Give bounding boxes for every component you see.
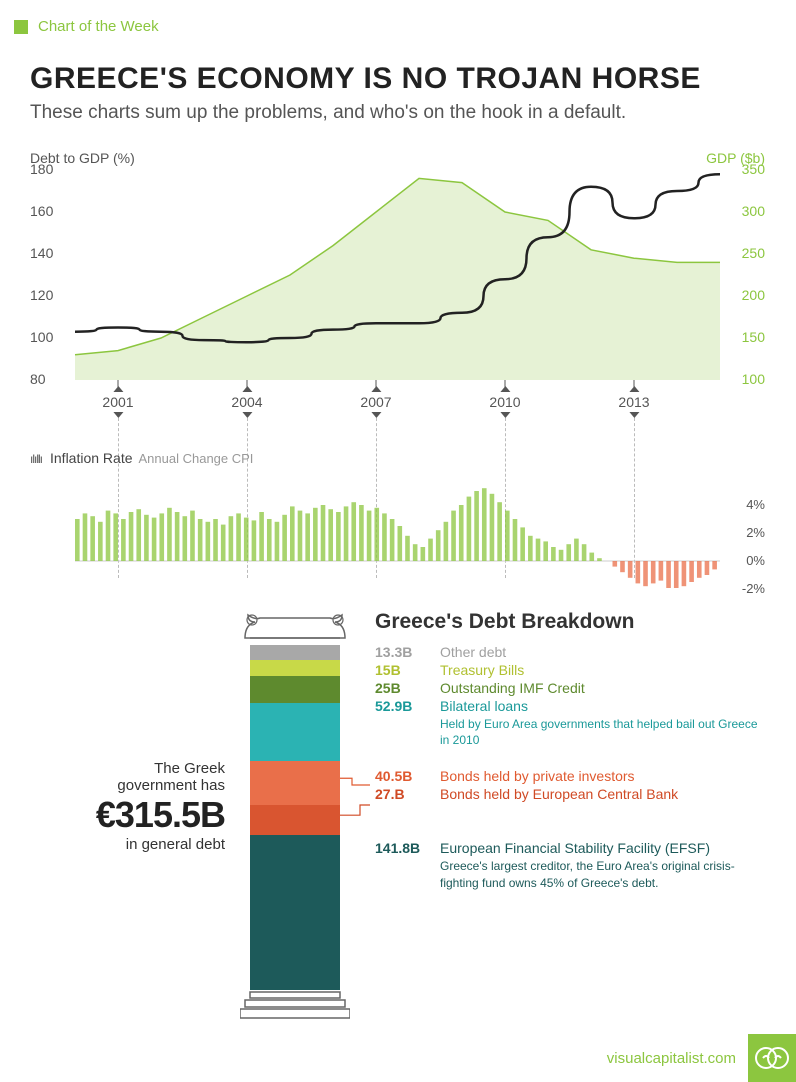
bk-label: Bilateral loans	[440, 698, 528, 714]
bk-label: Treasury Bills	[440, 662, 524, 678]
chart-of-week-header: Chart of the Week	[14, 18, 159, 35]
inflation-header: ılıllı Inflation Rate Annual Change CPI	[30, 450, 765, 466]
pillar-segment	[250, 805, 340, 835]
inflation-title: Inflation Rate	[50, 450, 133, 466]
breakdown-row: 25B Outstanding IMF Credit	[375, 680, 765, 696]
pillar-segment	[250, 676, 340, 703]
ytick-right: 150	[742, 329, 765, 345]
ytick-left: 120	[30, 287, 53, 303]
bars-icon: ılıllı	[30, 452, 42, 466]
xtick: 2007	[360, 386, 391, 418]
header-accent-square	[14, 20, 28, 34]
breakdown-row: 27.B Bonds held by European Central Bank	[375, 786, 765, 802]
bk-amount: 40.5B	[375, 768, 440, 784]
bk-amount: 13.3B	[375, 644, 440, 660]
debt-legend: Greece's Debt Breakdown 13.3B Other debt…	[375, 610, 765, 897]
breakdown-row: 40.5B Bonds held by private investors	[375, 768, 765, 784]
debt-pillar	[240, 610, 350, 1020]
inflation-subtitle: Annual Change CPI	[139, 451, 254, 466]
breakdown-row: 52.9B Bilateral loans	[375, 698, 765, 714]
bk-amount: 15B	[375, 662, 440, 678]
pillar-segment	[250, 761, 340, 805]
inflation-ytick: 4%	[746, 497, 765, 512]
title-block: GREECE'S ECONOMY IS NO TROJAN HORSE Thes…	[30, 62, 766, 124]
inflation-ytick: 0%	[746, 553, 765, 568]
inflation-chart: ılıllı Inflation Rate Annual Change CPI …	[30, 450, 765, 580]
inflation-svg	[30, 468, 765, 588]
pillar-segment	[250, 835, 340, 990]
bk-label: European Financial Stability Facility (E…	[440, 840, 710, 856]
breakdown-row: 13.3B Other debt	[375, 644, 765, 660]
debt-line2: government has	[30, 777, 225, 794]
inflation-ytick: 2%	[746, 525, 765, 540]
ytick-right: 250	[742, 245, 765, 261]
chart1-svg	[30, 155, 765, 425]
bk-label: Other debt	[440, 644, 506, 660]
breakdown-title: Greece's Debt Breakdown	[375, 610, 765, 634]
xtick: 2004	[231, 386, 262, 418]
breakdown-row: 141.8B European Financial Stability Faci…	[375, 840, 765, 856]
debt-gdp-chart: Debt to GDP (%) GDP ($b) 801001201401601…	[30, 155, 765, 425]
header-label: Chart of the Week	[38, 18, 159, 35]
bk-note: Held by Euro Area governments that helpe…	[440, 716, 765, 748]
pillar-capital-icon	[240, 610, 350, 640]
inflation-ytick: -2%	[742, 581, 765, 596]
subtitle: These charts sum up the problems, and wh…	[30, 102, 766, 124]
ytick-left: 180	[30, 161, 53, 177]
ytick-right: 300	[742, 203, 765, 219]
pillar-segment	[250, 703, 340, 761]
debt-line3: in general debt	[30, 836, 225, 853]
ytick-left: 100	[30, 329, 53, 345]
bk-amount: 25B	[375, 680, 440, 696]
xtick: 2001	[102, 386, 133, 418]
pillar-base-icon	[240, 990, 350, 1020]
debt-breakdown: The Greek government has €315.5B in gene…	[30, 610, 765, 1030]
bk-label: Bonds held by European Central Bank	[440, 786, 678, 802]
breakdown-rows: 13.3B Other debt15B Treasury Bills25B Ou…	[375, 644, 765, 891]
bk-amount: 27.B	[375, 786, 440, 802]
debt-amount: €315.5B	[30, 794, 225, 836]
bk-note: Greece's largest creditor, the Euro Area…	[440, 858, 765, 890]
footer-url: visualcapitalist.com	[607, 1050, 736, 1067]
pillar-segment	[250, 645, 340, 660]
bk-amount: 141.8B	[375, 840, 440, 856]
ytick-left: 80	[30, 371, 46, 387]
debt-total-block: The Greek government has €315.5B in gene…	[30, 760, 225, 853]
bk-label: Outstanding IMF Credit	[440, 680, 585, 696]
xtick: 2013	[618, 386, 649, 418]
bk-label: Bonds held by private investors	[440, 768, 635, 784]
ytick-right: 200	[742, 287, 765, 303]
footer-logo-icon	[748, 1034, 796, 1082]
bk-amount: 52.9B	[375, 698, 440, 714]
ytick-right: 350	[742, 161, 765, 177]
ytick-right: 100	[742, 371, 765, 387]
xtick: 2010	[489, 386, 520, 418]
main-title: GREECE'S ECONOMY IS NO TROJAN HORSE	[30, 62, 766, 96]
breakdown-row: 15B Treasury Bills	[375, 662, 765, 678]
footer: visualcapitalist.com	[0, 1034, 796, 1082]
pillar-segment	[250, 660, 340, 676]
debt-line1: The Greek	[30, 760, 225, 777]
pillar-shaft	[250, 645, 340, 990]
ytick-left: 140	[30, 245, 53, 261]
ytick-left: 160	[30, 203, 53, 219]
